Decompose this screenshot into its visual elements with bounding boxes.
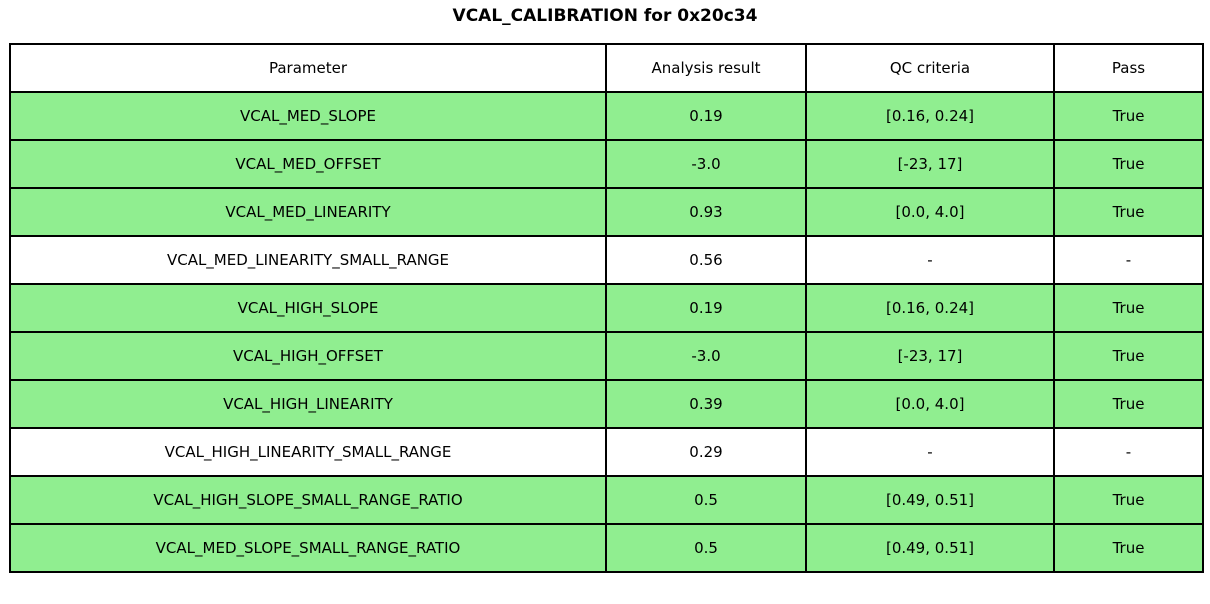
pass-cell: True <box>1053 379 1204 429</box>
column-header-analysis-result: Analysis result <box>605 43 807 93</box>
qc-criteria-cell: [0.0, 4.0] <box>805 379 1055 429</box>
analysis-result-cell: 0.39 <box>605 379 807 429</box>
table-row: VCAL_HIGH_SLOPE 0.19 [0.16, 0.24] True <box>9 283 1204 333</box>
pass-cell: True <box>1053 523 1204 573</box>
table-row: VCAL_HIGH_OFFSET -3.0 [-23, 17] True <box>9 331 1204 381</box>
analysis-result-cell: 0.5 <box>605 523 807 573</box>
parameter-cell: VCAL_MED_SLOPE_SMALL_RANGE_RATIO <box>9 523 607 573</box>
pass-cell: True <box>1053 283 1204 333</box>
parameter-cell: VCAL_HIGH_OFFSET <box>9 331 607 381</box>
table-row: VCAL_HIGH_SLOPE_SMALL_RANGE_RATIO 0.5 [0… <box>9 475 1204 525</box>
column-header-pass: Pass <box>1053 43 1204 93</box>
analysis-result-cell: -3.0 <box>605 331 807 381</box>
qc-criteria-cell: [-23, 17] <box>805 331 1055 381</box>
qc-criteria-cell: [-23, 17] <box>805 139 1055 189</box>
table-row: VCAL_MED_OFFSET -3.0 [-23, 17] True <box>9 139 1204 189</box>
column-header-qc-criteria: QC criteria <box>805 43 1055 93</box>
analysis-result-cell: 0.19 <box>605 283 807 333</box>
qc-criteria-cell: [0.16, 0.24] <box>805 91 1055 141</box>
table-body: VCAL_MED_SLOPE 0.19 [0.16, 0.24] True VC… <box>9 91 1204 573</box>
table-row: VCAL_MED_LINEARITY_SMALL_RANGE 0.56 - - <box>9 235 1204 285</box>
pass-cell: - <box>1053 427 1204 477</box>
parameter-cell: VCAL_MED_LINEARITY_SMALL_RANGE <box>9 235 607 285</box>
parameter-cell: VCAL_MED_SLOPE <box>9 91 607 141</box>
pass-cell: True <box>1053 139 1204 189</box>
analysis-result-cell: -3.0 <box>605 139 807 189</box>
analysis-result-cell: 0.5 <box>605 475 807 525</box>
analysis-result-cell: 0.93 <box>605 187 807 237</box>
parameter-cell: VCAL_MED_LINEARITY <box>9 187 607 237</box>
table-row: VCAL_HIGH_LINEARITY 0.39 [0.0, 4.0] True <box>9 379 1204 429</box>
qc-criteria-cell: - <box>805 235 1055 285</box>
analysis-result-cell: 0.29 <box>605 427 807 477</box>
parameter-cell: VCAL_MED_OFFSET <box>9 139 607 189</box>
header-row: Parameter Analysis result QC criteria Pa… <box>9 43 1204 93</box>
qc-criteria-cell: - <box>805 427 1055 477</box>
pass-cell: True <box>1053 475 1204 525</box>
table-row: VCAL_MED_LINEARITY 0.93 [0.0, 4.0] True <box>9 187 1204 237</box>
parameter-cell: VCAL_HIGH_SLOPE_SMALL_RANGE_RATIO <box>9 475 607 525</box>
pass-cell: True <box>1053 331 1204 381</box>
qc-criteria-cell: [0.49, 0.51] <box>805 523 1055 573</box>
analysis-result-cell: 0.56 <box>605 235 807 285</box>
table-row: VCAL_MED_SLOPE 0.19 [0.16, 0.24] True <box>9 91 1204 141</box>
pass-cell: True <box>1053 91 1204 141</box>
table-row: VCAL_MED_SLOPE_SMALL_RANGE_RATIO 0.5 [0.… <box>9 523 1204 573</box>
qc-criteria-cell: [0.16, 0.24] <box>805 283 1055 333</box>
parameter-cell: VCAL_HIGH_LINEARITY <box>9 379 607 429</box>
table-header: Parameter Analysis result QC criteria Pa… <box>9 43 1204 93</box>
pass-cell: True <box>1053 187 1204 237</box>
qc-criteria-table: Parameter Analysis result QC criteria Pa… <box>9 43 1204 573</box>
column-header-parameter: Parameter <box>9 43 607 93</box>
page-title: VCAL_CALIBRATION for 0x20c34 <box>452 6 758 26</box>
parameter-cell: VCAL_HIGH_SLOPE <box>9 283 607 333</box>
parameter-cell: VCAL_HIGH_LINEARITY_SMALL_RANGE <box>9 427 607 477</box>
analysis-result-cell: 0.19 <box>605 91 807 141</box>
qc-criteria-cell: [0.49, 0.51] <box>805 475 1055 525</box>
qc-criteria-cell: [0.0, 4.0] <box>805 187 1055 237</box>
table-row: VCAL_HIGH_LINEARITY_SMALL_RANGE 0.29 - - <box>9 427 1204 477</box>
pass-cell: - <box>1053 235 1204 285</box>
